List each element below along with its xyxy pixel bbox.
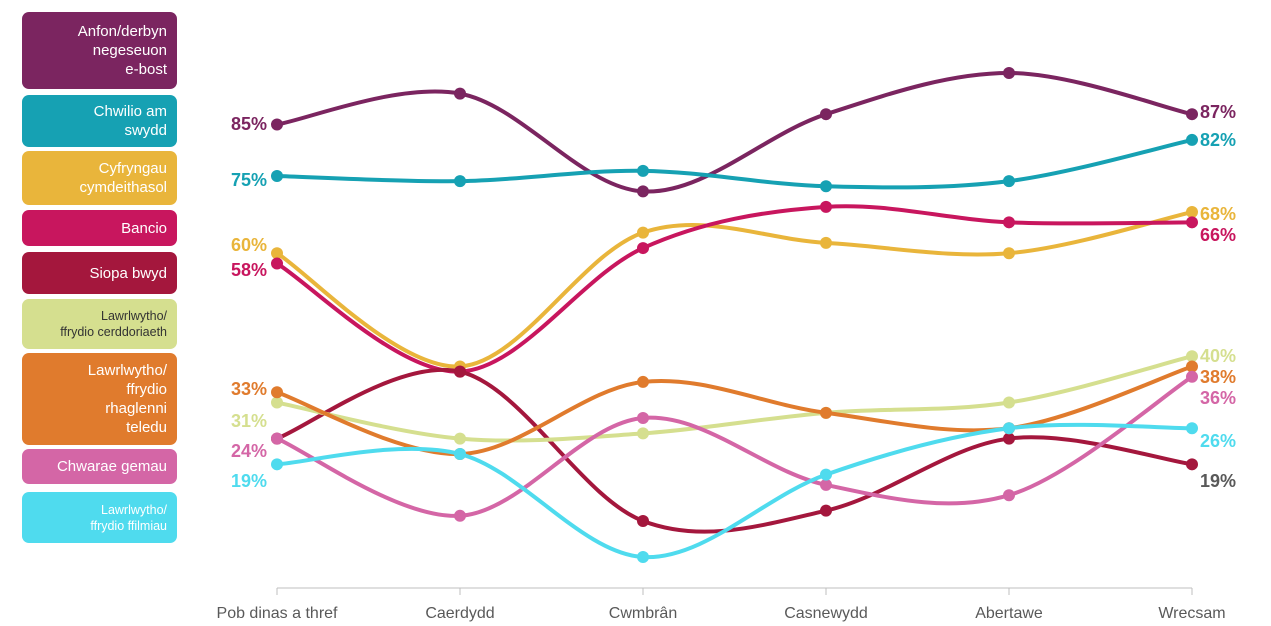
legend-item: Bancio — [22, 210, 177, 246]
data-point — [1186, 133, 1198, 146]
data-point — [1003, 432, 1015, 445]
data-point — [637, 164, 649, 177]
end-value-label: 40% — [1200, 346, 1236, 366]
data-point — [637, 375, 649, 388]
data-point — [454, 509, 466, 522]
data-point — [637, 185, 649, 198]
data-point — [820, 236, 832, 249]
data-point — [454, 175, 466, 188]
start-value-label: 33% — [231, 379, 267, 399]
data-point — [820, 200, 832, 213]
x-tick-label: Wrecsam — [1158, 605, 1225, 622]
end-value-label: 66% — [1200, 225, 1236, 245]
end-value-label: 87% — [1200, 102, 1236, 122]
legend-item: Siopa bwyd — [22, 252, 177, 294]
end-value-label: 36% — [1200, 388, 1236, 408]
data-point — [637, 427, 649, 440]
legend-item: Lawrlwytho/ ffrydio ffilmiau — [22, 492, 177, 543]
data-point — [637, 514, 649, 527]
data-point — [820, 504, 832, 517]
data-point — [1186, 360, 1198, 373]
x-tick-label: Cwmbrân — [609, 605, 677, 622]
data-point — [820, 478, 832, 491]
end-value-label: 19% — [1200, 471, 1236, 491]
x-tick-label: Caerdydd — [425, 605, 494, 622]
start-value-label: 24% — [231, 441, 267, 461]
data-point — [820, 180, 832, 193]
start-value-label: 75% — [231, 170, 267, 190]
legend-item: Chwarae gemau — [22, 449, 177, 484]
data-point — [1003, 216, 1015, 229]
data-point — [1003, 422, 1015, 435]
end-value-label: 82% — [1200, 130, 1236, 150]
start-value-label: 58% — [231, 260, 267, 280]
data-point — [1186, 350, 1198, 363]
data-point — [271, 247, 283, 260]
legend-item: Chwilio am swydd — [22, 95, 177, 147]
series-line — [275, 210, 1194, 369]
x-tick-label: Pob dinas a thref — [217, 605, 339, 622]
legend-item: Lawrlwytho/ ffrydio cerddoriaeth — [22, 299, 177, 349]
data-point — [271, 396, 283, 409]
data-point — [637, 551, 649, 563]
data-point — [1003, 247, 1015, 260]
data-point — [454, 432, 466, 445]
legend-item: Cyfryngau cymdeithasol — [22, 151, 177, 205]
data-point — [271, 257, 283, 270]
series-line — [275, 137, 1194, 190]
data-point — [454, 87, 466, 100]
data-point — [271, 458, 283, 471]
data-point — [1186, 370, 1198, 383]
data-point — [637, 242, 649, 255]
series-line — [275, 374, 1194, 518]
data-point — [1186, 422, 1198, 435]
data-point — [271, 386, 283, 399]
legend-item: Anfon/derbyn negeseuon e-bost — [22, 12, 177, 89]
series-line — [275, 354, 1194, 443]
data-point — [271, 169, 283, 182]
data-point — [820, 468, 832, 481]
start-value-label: 60% — [231, 235, 267, 255]
start-value-label: 31% — [231, 411, 267, 431]
series-line — [275, 70, 1194, 194]
data-point — [454, 448, 466, 461]
x-tick-label: Casnewydd — [784, 605, 868, 622]
end-value-label: 68% — [1200, 204, 1236, 224]
end-value-label: 38% — [1200, 367, 1236, 387]
legend-item: Lawrlwytho/ ffrydio rhaglenni teledu — [22, 353, 177, 445]
data-point — [820, 406, 832, 419]
start-value-label: 85% — [231, 114, 267, 134]
data-point — [1186, 216, 1198, 229]
data-point — [1003, 489, 1015, 502]
data-point — [1186, 108, 1198, 121]
data-point — [271, 432, 283, 445]
series-line — [275, 422, 1194, 560]
data-point — [1186, 206, 1198, 219]
start-value-label: 19% — [231, 471, 267, 491]
data-point — [637, 226, 649, 239]
series-line — [275, 364, 1194, 457]
x-tick-label: Abertawe — [975, 605, 1043, 622]
data-point — [454, 365, 466, 378]
data-point — [637, 411, 649, 424]
data-point — [1003, 175, 1015, 188]
end-value-label: 26% — [1200, 431, 1236, 451]
data-point — [1186, 458, 1198, 471]
data-point — [1003, 396, 1015, 409]
series-line — [275, 204, 1194, 374]
data-point — [1003, 67, 1015, 79]
data-point — [820, 108, 832, 121]
data-point — [271, 118, 283, 131]
